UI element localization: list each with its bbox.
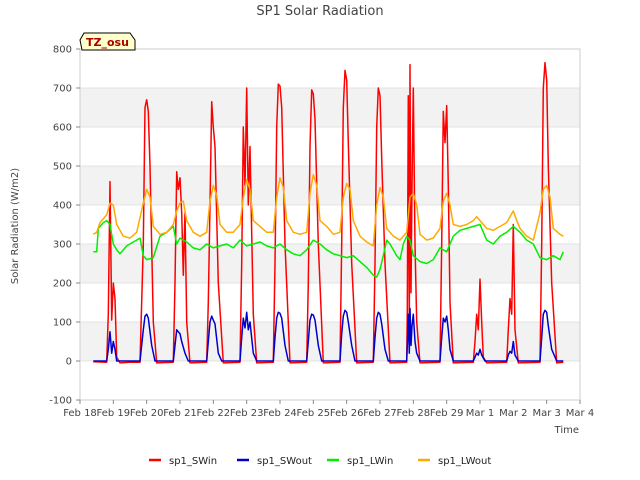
y-tick-label: 300: [53, 240, 72, 251]
chart-title: SP1 Solar Radiation: [256, 4, 383, 19]
site-tag: TZ_osu: [79, 32, 136, 51]
legend-label-sp1_LWout: sp1_LWout: [438, 456, 491, 467]
legend-label-sp1_LWin: sp1_LWin: [347, 456, 393, 467]
x-tick-label: Feb 20: [130, 408, 164, 419]
series-line-sp1_LWout: [92, 173, 564, 247]
grid-band: [80, 283, 580, 322]
y-tick-label: -100: [49, 396, 72, 407]
y-tick-label: 100: [53, 318, 72, 329]
grid-band: [80, 49, 580, 88]
x-axis-title: Time: [554, 425, 579, 436]
y-axis-title: Solar Radiation (W/m2): [10, 168, 21, 284]
grid-band: [80, 205, 580, 244]
series-layer: [92, 61, 564, 364]
y-tick-label: 0: [66, 357, 72, 368]
series-line-sp1_LWin: [93, 219, 564, 278]
x-axis-ticks: Feb 18 Feb 19 Feb 20 Feb 21 Feb 22 Feb 23 Feb …: [63, 400, 594, 419]
grid-bands: [80, 48, 580, 401]
site-tag-box: [79, 32, 136, 51]
x-tick-label: Feb 21: [163, 408, 197, 419]
y-tick-label: 700: [53, 84, 72, 95]
x-tick-label: Feb 29: [430, 408, 464, 419]
x-tick-label: Feb 24: [263, 408, 297, 419]
y-tick-label: 400: [53, 201, 72, 212]
y-axis-ticks: -100 0 100 200 300 400 500 600 700 800: [49, 45, 80, 407]
y-tick-label: 600: [53, 123, 72, 134]
y-tick-label: 500: [53, 162, 72, 173]
x-tick-label: Feb 19: [97, 408, 131, 419]
x-tick-label: Feb 23: [230, 408, 264, 419]
plot-frame: [79, 48, 581, 401]
x-tick-label: Mar 4: [566, 408, 594, 419]
x-tick-label: Mar 3: [532, 408, 560, 419]
y-tick-label: 800: [53, 45, 72, 56]
grid-band: [80, 361, 580, 400]
x-tick-label: Feb 28: [397, 408, 431, 419]
series-line-sp1_SWout: [93, 307, 564, 362]
legend-label-sp1_SWin: sp1_SWin: [169, 456, 217, 467]
grid-band: [80, 127, 580, 166]
site-tag-label: TZ_osu: [86, 36, 129, 49]
legend-label-sp1_SWout: sp1_SWout: [257, 456, 312, 467]
x-tick-label: Feb 22: [197, 408, 231, 419]
x-tick-label: Feb 18: [63, 408, 97, 419]
x-tick-label: Mar 1: [466, 408, 494, 419]
grid-band: [80, 244, 580, 283]
grid-band: [80, 166, 580, 205]
x-tick-label: Feb 26: [330, 408, 364, 419]
x-tick-label: Feb 27: [363, 408, 397, 419]
series-line-sp1_SWin: [93, 61, 564, 364]
plot-border: [79, 48, 581, 401]
grid-band: [80, 88, 580, 127]
grid-band: [80, 322, 580, 361]
x-tick-label: Feb 25: [297, 408, 331, 419]
y-tick-label: 200: [53, 279, 72, 290]
legend: sp1_SWin sp1_SWout sp1_LWin sp1_LWout: [149, 456, 491, 467]
x-tick-label: Mar 2: [499, 408, 527, 419]
